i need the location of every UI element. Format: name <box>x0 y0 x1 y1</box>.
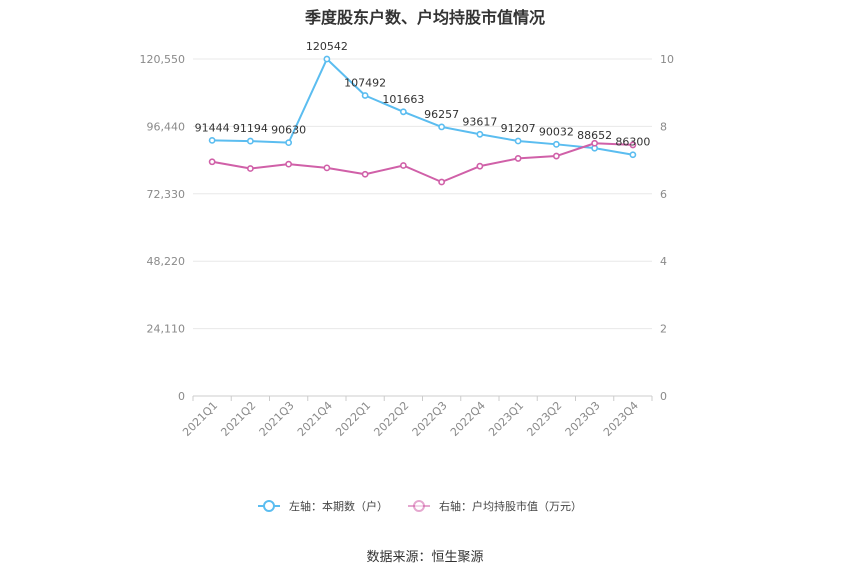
x-axis-tick-label: 2021Q4 <box>295 399 335 439</box>
holders-data-label: 88652 <box>577 129 612 142</box>
holders-data-label: 120542 <box>306 40 348 53</box>
holders-data-label: 86300 <box>615 136 650 149</box>
holders-data-label: 93617 <box>462 115 497 128</box>
x-axis-tick-label: 2022Q3 <box>410 399 450 439</box>
holders-data-point <box>476 130 484 138</box>
avg-value-data-point <box>514 155 522 162</box>
right-axis-tick-label: 0 <box>660 390 667 403</box>
avg-value-data-point <box>246 165 254 172</box>
left-axis-tick-label: 96,440 <box>147 120 186 133</box>
x-axis-tick-label: 2023Q4 <box>601 399 641 439</box>
avg-value-data-point <box>552 152 560 160</box>
x-axis-tick-label: 2021Q3 <box>257 399 297 439</box>
x-axis-tick-label: 2021Q2 <box>218 399 258 439</box>
avg-value-data-point <box>208 158 216 166</box>
data-source: 数据来源：恒生聚源 <box>366 550 484 565</box>
legend-label: 左轴：本期数（户） <box>289 499 388 513</box>
avg-value-series-line <box>211 142 633 184</box>
avg-value-data-point <box>361 170 369 178</box>
x-axis-tick-label: 2022Q4 <box>448 399 488 439</box>
right-axis-tick-label: 8 <box>660 120 667 133</box>
left-axis-tick-label: 72,330 <box>147 188 186 201</box>
x-axis-tick-label: 2023Q2 <box>524 399 564 439</box>
avg-value-data-point <box>476 162 484 170</box>
holders-series-line <box>212 58 634 156</box>
legend-swatch-marker <box>413 500 425 512</box>
chart-title: 季度股东户数、户均持股市值情况 <box>304 8 545 27</box>
avg-value-data-point <box>323 164 331 172</box>
holders-data-point <box>361 92 369 99</box>
right-axis-tick-label: 10 <box>660 53 674 66</box>
x-axis-tick-label: 2023Q1 <box>486 399 526 439</box>
legend-label: 右轴：户均持股市值（万元） <box>439 499 582 513</box>
avg-value-data-point <box>438 178 446 186</box>
right-axis-tick-label: 4 <box>660 255 667 268</box>
holders-data-point <box>552 140 560 148</box>
right-axis-tick-label: 6 <box>660 188 667 201</box>
series-layer <box>208 55 637 186</box>
grid-layer <box>193 58 652 397</box>
holders-data-label: 90630 <box>271 124 306 137</box>
legend[interactable]: 左轴：本期数（户） 右轴：户均持股市值（万元） <box>258 499 582 513</box>
holders-data-point <box>399 108 407 116</box>
left-axis-tick-label: 0 <box>178 390 185 403</box>
avg-value-data-point <box>399 162 407 169</box>
x-axis-tick-label: 2022Q2 <box>371 399 411 439</box>
axis-layer: 0 24,110 48,220 72,330 96,440 120,550 0 2 4 6 8 10 2… <box>140 53 675 439</box>
holders-data-point <box>438 123 446 131</box>
avg-value-data-point <box>591 139 599 147</box>
legend-item-holders[interactable]: 左轴：本期数（户） <box>258 499 388 513</box>
holders-data-label: 91207 <box>501 122 536 135</box>
right-axis-tick-label: 2 <box>660 323 667 336</box>
x-axis-tick-label: 2021Q1 <box>180 399 220 439</box>
holders-data-label: 96257 <box>424 108 459 121</box>
left-axis-tick-label: 120,550 <box>140 53 186 66</box>
holders-data-point <box>208 136 216 144</box>
avg-value-data-point <box>629 141 637 149</box>
x-axis-tick-label: 2023Q3 <box>563 399 603 439</box>
label-layer: 91444 91194 90630 120542 107492 1016639625793… <box>195 40 651 149</box>
holders-data-point <box>323 55 331 63</box>
holders-data-label: 107492 <box>344 77 386 90</box>
holders-data-point <box>514 137 522 145</box>
avg-value-data-point <box>285 160 293 168</box>
legend-swatch-marker <box>263 500 275 512</box>
holders-data-label: 90032 <box>539 125 574 138</box>
left-axis-tick-label: 24,110 <box>147 323 186 336</box>
holders-data-point <box>246 137 254 145</box>
x-axis-tick-label: 2022Q1 <box>333 399 373 439</box>
left-axis-tick-label: 48,220 <box>147 255 186 268</box>
holders-data-label: 91194 <box>233 122 268 135</box>
holders-data-label: 91444 <box>195 121 230 134</box>
legend-item-avg-value[interactable]: 右轴：户均持股市值（万元） <box>408 499 582 513</box>
holders-data-point <box>285 139 293 147</box>
holders-data-label: 101663 <box>382 93 424 106</box>
holders-data-point <box>629 151 637 159</box>
